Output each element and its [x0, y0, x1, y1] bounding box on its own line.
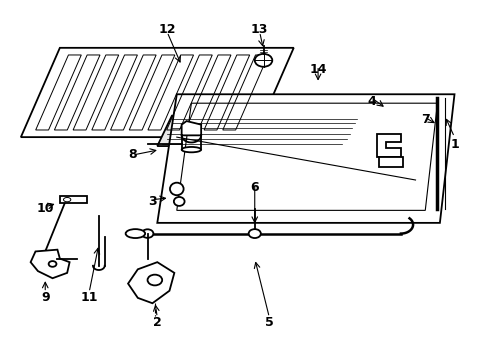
Polygon shape [157, 94, 455, 223]
Ellipse shape [174, 197, 185, 206]
Text: 9: 9 [41, 291, 49, 305]
Text: 2: 2 [153, 316, 162, 329]
Ellipse shape [182, 147, 201, 152]
Text: 6: 6 [250, 181, 259, 194]
Polygon shape [157, 116, 357, 146]
Polygon shape [60, 196, 87, 203]
Text: 3: 3 [148, 195, 157, 208]
Text: 13: 13 [251, 23, 269, 36]
Circle shape [49, 261, 56, 267]
Text: 10: 10 [36, 202, 54, 215]
Text: 8: 8 [129, 148, 137, 162]
Polygon shape [376, 134, 401, 157]
Circle shape [142, 229, 153, 238]
Circle shape [147, 275, 162, 285]
Text: 4: 4 [368, 95, 376, 108]
Polygon shape [21, 48, 294, 137]
Circle shape [255, 54, 272, 67]
Text: 14: 14 [309, 63, 327, 76]
Polygon shape [379, 157, 403, 167]
Text: 11: 11 [80, 291, 98, 305]
Text: 5: 5 [265, 316, 274, 329]
Ellipse shape [248, 229, 261, 238]
Text: 12: 12 [158, 23, 176, 36]
Text: 7: 7 [421, 113, 430, 126]
Polygon shape [128, 262, 174, 303]
Polygon shape [182, 121, 201, 135]
Ellipse shape [64, 198, 71, 202]
Ellipse shape [170, 183, 184, 195]
Ellipse shape [125, 229, 145, 238]
Polygon shape [30, 249, 70, 278]
Text: 1: 1 [450, 138, 459, 151]
